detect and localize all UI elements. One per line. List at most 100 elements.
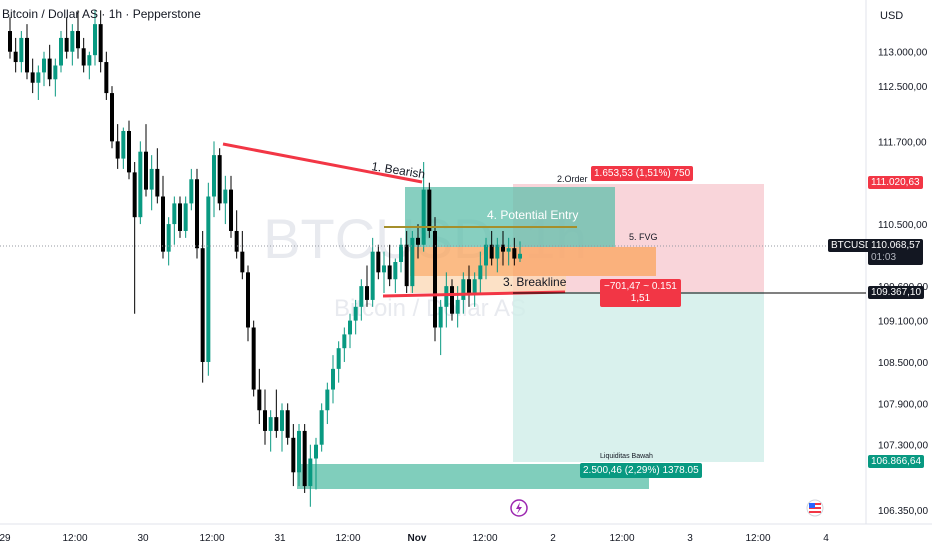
time-axis-label: 31 bbox=[274, 533, 286, 544]
candle-body bbox=[172, 203, 177, 225]
price-axis-label: 113.000,00 bbox=[878, 48, 928, 59]
candle-body bbox=[512, 248, 517, 259]
symbol-tag: BTCUSD bbox=[828, 239, 876, 252]
candle-body bbox=[229, 189, 233, 231]
candle-body bbox=[47, 58, 52, 80]
candle-body bbox=[319, 410, 324, 445]
liquidity-title: Liquiditas Bawah bbox=[600, 453, 653, 460]
candle-body bbox=[393, 262, 398, 280]
time-axis-label: 12:00 bbox=[62, 533, 87, 544]
candle-body bbox=[336, 348, 341, 369]
candle-body bbox=[42, 58, 46, 73]
candle-body bbox=[291, 437, 296, 473]
candle-body bbox=[302, 430, 307, 487]
candle-body bbox=[166, 224, 171, 252]
candle-body bbox=[399, 244, 403, 262]
candle-body bbox=[223, 189, 228, 204]
fvg-zone bbox=[410, 247, 656, 276]
target-price-tag: 111.020,63 bbox=[868, 176, 923, 189]
candle-body bbox=[410, 237, 415, 287]
candle-body bbox=[370, 251, 375, 300]
price-axis-label: 111.700,00 bbox=[878, 137, 927, 148]
price-axis-label: 110.500,00 bbox=[878, 220, 928, 231]
liquidity-price-tag: 106.866,64 bbox=[868, 455, 925, 468]
candle-body bbox=[421, 189, 426, 245]
time-axis-label: 2 bbox=[550, 533, 556, 544]
candle-body bbox=[331, 368, 335, 390]
time-axis-label: 12:00 bbox=[745, 533, 770, 544]
candle-body bbox=[206, 196, 211, 362]
price-axis-label: 106.350,00 bbox=[878, 506, 928, 517]
time-axis-label: 12:00 bbox=[609, 533, 634, 544]
currency-label[interactable]: USD bbox=[880, 10, 904, 22]
candle-body bbox=[404, 244, 409, 287]
candle-body bbox=[450, 286, 454, 314]
entry-zone bbox=[405, 187, 615, 247]
candle-body bbox=[87, 55, 92, 66]
time-axis-label: 3 bbox=[687, 533, 693, 544]
candle-body bbox=[268, 417, 273, 431]
candle-body bbox=[64, 37, 69, 52]
symbol-title[interactable]: Bitcoin / Dollar AS · 1h · Pepperstone bbox=[2, 7, 201, 21]
last-price-tag: 110.068,57 01:03 bbox=[868, 239, 924, 265]
candle-body bbox=[36, 72, 41, 83]
time-axis-label: 29 bbox=[0, 533, 11, 544]
candle-body bbox=[382, 265, 386, 273]
candle-body bbox=[138, 151, 143, 218]
candle-body bbox=[297, 430, 301, 473]
candle-body bbox=[314, 444, 318, 459]
candle-body bbox=[195, 179, 199, 249]
candle-body bbox=[325, 389, 330, 411]
time-axis-label: 4 bbox=[823, 533, 829, 544]
stop-price-tag: 109.367,10 bbox=[868, 286, 925, 299]
profit-zone bbox=[513, 292, 764, 462]
candle-body bbox=[518, 253, 522, 259]
risk-info-badge: −701,47 ~ 0.151 1,51 bbox=[600, 279, 681, 307]
candle-body bbox=[455, 299, 460, 314]
risk-line-1: −701,47 ~ 0.151 bbox=[604, 281, 677, 292]
liquidity-info-badge: 2.500,46 (2,29%) 1378.05 bbox=[580, 463, 702, 478]
candle-body bbox=[359, 286, 364, 307]
price-axis-label: 109.100,00 bbox=[878, 317, 928, 328]
potential-entry-label: 4. Potential Entry bbox=[487, 208, 578, 222]
time-axis[interactable]: 29 12:00 30 12:00 31 12:00 Nov 12:00 2 12:00 3 12:0… bbox=[0, 533, 829, 544]
price-axis-label: 107.900,00 bbox=[878, 399, 928, 410]
candle-body bbox=[484, 244, 488, 266]
candle-body bbox=[53, 65, 58, 80]
candle-body bbox=[444, 286, 449, 307]
candle-body bbox=[149, 168, 154, 190]
us-flag-icon[interactable] bbox=[806, 499, 824, 517]
candle-body bbox=[155, 168, 160, 197]
price-axis-label: 108.500,00 bbox=[878, 358, 928, 369]
candle-body bbox=[19, 37, 24, 63]
candle-body bbox=[387, 265, 392, 280]
candle-body bbox=[461, 279, 466, 300]
candle-body bbox=[115, 141, 120, 159]
time-axis-label: 12:00 bbox=[472, 533, 497, 544]
candle-body bbox=[506, 248, 511, 252]
breakline-zone bbox=[410, 276, 566, 293]
candle-body bbox=[365, 286, 369, 300]
candle-body bbox=[495, 244, 500, 259]
candle-body bbox=[110, 93, 114, 142]
candle-body bbox=[353, 306, 358, 321]
candle-body bbox=[251, 327, 256, 390]
candle-body bbox=[342, 334, 347, 349]
candle-body bbox=[257, 389, 262, 411]
time-axis-label: Nov bbox=[408, 533, 427, 544]
breakline-label: 3. Breakline bbox=[503, 275, 567, 289]
candle-body bbox=[501, 244, 505, 252]
candle-body bbox=[212, 155, 216, 197]
candle-body bbox=[8, 31, 12, 52]
candle-body bbox=[25, 37, 29, 73]
bearish-trendline[interactable] bbox=[222, 142, 423, 184]
candle-body bbox=[274, 417, 279, 431]
candle-body bbox=[70, 31, 75, 52]
candle-body bbox=[81, 48, 86, 66]
candle-body bbox=[30, 72, 35, 83]
price-axis-label: 112.500,00 bbox=[878, 82, 928, 93]
order-info-badge: 1.653,53 (1,51%) 750 bbox=[591, 166, 694, 181]
last-price-value: 110.068,57 bbox=[871, 240, 921, 251]
